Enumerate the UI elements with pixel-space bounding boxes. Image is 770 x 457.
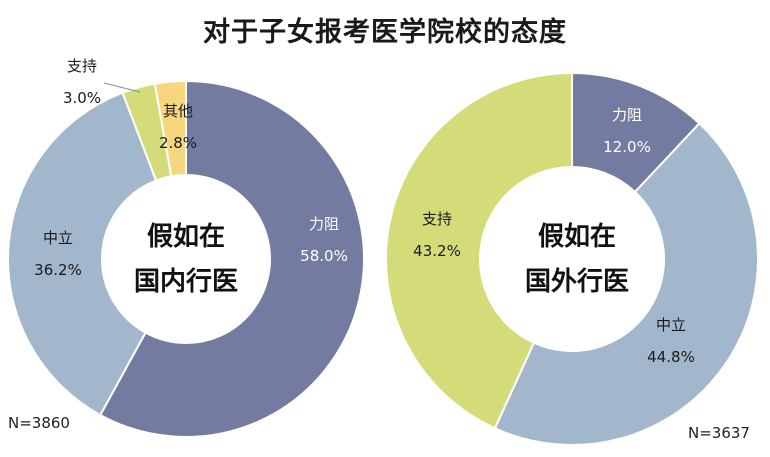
donut-slice-2 <box>385 71 573 430</box>
slice-value-label: 36.2% <box>34 261 82 279</box>
slice-name-label: 力阻 <box>309 215 339 233</box>
donut-center-label: 假如在 <box>147 222 225 252</box>
slice-name-label: 力阻 <box>612 106 642 124</box>
slice-value-label: 3.0% <box>63 89 101 107</box>
slice-value-label: 44.8% <box>647 348 695 366</box>
slice-value-label: 43.2% <box>413 242 461 260</box>
chart-title: 对于子女报考医学院校的态度 <box>203 17 567 48</box>
slice-value-label: 12.0% <box>603 138 651 156</box>
slice-name-label: 中立 <box>656 316 686 334</box>
slice-value-label: 58.0% <box>300 247 348 265</box>
donut-slice-1 <box>493 121 759 446</box>
donut-center-label: 假如在 <box>538 222 616 252</box>
slice-name-label: 支持 <box>422 210 452 228</box>
slice-name-label: 其他 <box>163 102 193 120</box>
slice-name-label: 中立 <box>43 229 73 247</box>
donut-slice-3 <box>153 79 187 178</box>
donut-center-label: 国外行医 <box>525 266 629 297</box>
donut-center-label: 国内行医 <box>134 266 238 297</box>
leader-line <box>103 82 141 93</box>
sample-size-label: N=3637 <box>688 424 750 442</box>
donut-slice-0 <box>98 79 365 438</box>
slice-name-label: 支持 <box>67 57 97 75</box>
sample-size-label: N=3860 <box>8 414 70 432</box>
donut-slice-1 <box>7 91 158 417</box>
slice-value-label: 2.8% <box>159 134 197 152</box>
